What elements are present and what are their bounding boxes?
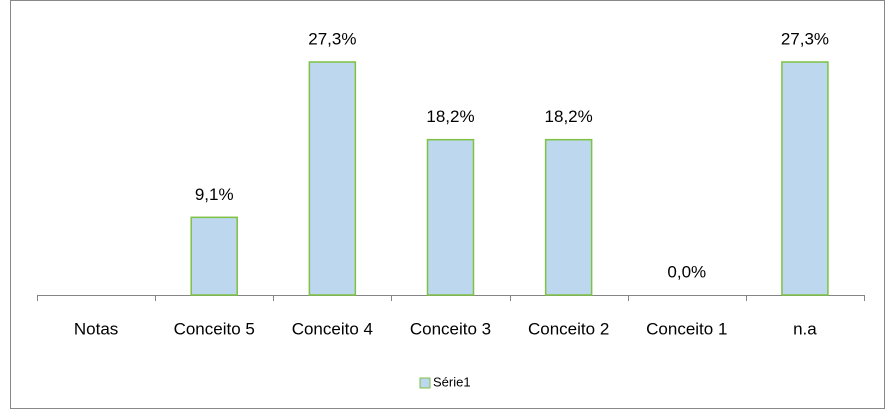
bar [544,138,593,296]
data-label: 27,3% [308,29,356,48]
x-tick-label: Conceito 2 [528,319,609,338]
bar [308,61,357,296]
legend-label: Série1 [433,374,471,389]
x-tick-label: Notas [74,319,118,338]
bar [781,61,829,296]
data-label: 27,3% [781,29,829,48]
bar [190,216,238,296]
legend-swatch [419,377,431,389]
bar [426,138,475,296]
x-tick-label: n.a [793,319,817,338]
data-label: 9,1% [195,185,234,204]
data-label: 18,2% [426,107,474,126]
data-label: 0,0% [667,262,706,281]
x-tick-label: Conceito 3 [410,319,491,338]
x-tick-label: Conceito 5 [174,319,255,338]
x-tick-label: Conceito 4 [292,319,373,338]
data-label: 18,2% [545,107,593,126]
x-tick-label: Conceito 1 [646,319,727,338]
